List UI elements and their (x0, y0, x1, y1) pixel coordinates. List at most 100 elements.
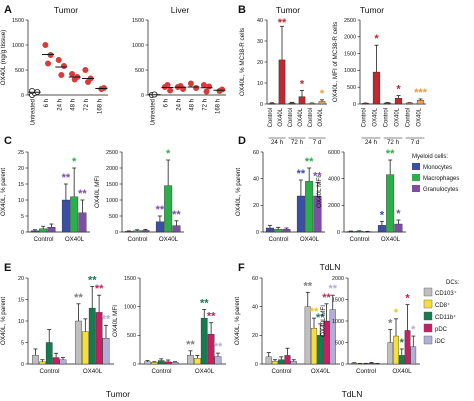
bar (70, 196, 79, 233)
significance-marker: ** (78, 188, 87, 200)
y-tick-label: 0 (353, 102, 356, 108)
x-tick-label: Control (34, 236, 54, 243)
x-tick-label: Control (268, 108, 274, 127)
bar (310, 327, 318, 365)
bar (278, 359, 285, 365)
bar (305, 181, 314, 233)
significance-marker: ** (310, 306, 319, 318)
y-tick-label: 2000 (106, 166, 118, 172)
legend-swatch-monocytes (412, 163, 420, 170)
bar (410, 346, 417, 365)
significance-marker: ** (62, 172, 71, 184)
x-tick-label: OX40L (300, 236, 320, 243)
bar (394, 98, 403, 105)
legend-swatch-cd8 (423, 299, 433, 309)
bar (416, 100, 425, 105)
y-tick-label: 30 (257, 39, 263, 45)
data-point (29, 88, 36, 95)
bar (30, 230, 39, 233)
x-tick-label: OX40L (298, 107, 304, 126)
x-tick-label: OX40L (373, 107, 379, 126)
panel-d-group-label: TdLN (320, 262, 341, 272)
panel-f-group-label: TdLN (342, 389, 363, 399)
data-point (206, 83, 213, 90)
x-tick-label: Control (152, 368, 172, 375)
x-tick-label: Control (362, 108, 368, 127)
significance-marker: * (374, 33, 379, 45)
y-tick-label: 2500 (344, 18, 356, 24)
significance-marker: * (166, 148, 171, 160)
x-tick-label: OX40L (159, 236, 179, 243)
y-axis-label: OX40L, MFI of MC38-R cells (332, 22, 339, 102)
y-tick-label: 20 (257, 60, 263, 66)
bar (372, 71, 381, 105)
x-tick-label: 48 h (71, 99, 77, 111)
y-tick-label: 0 (255, 362, 258, 368)
y-tick-label: 1000 (124, 304, 136, 310)
y-tick-label: 25 (18, 150, 24, 156)
y-axis-label: OX40L, % parent (0, 168, 7, 217)
panel-label-e: E (4, 262, 11, 274)
y-tick-label: 0 (115, 230, 118, 236)
y-tick-label: 1500 (332, 297, 344, 303)
significance-marker: * (72, 156, 77, 168)
bar (361, 103, 370, 105)
chart-b1: 0 10 20 30 40 OX40L, % MC38-R cells Control OX4… (239, 17, 327, 146)
bar (394, 223, 403, 233)
data-point (82, 67, 89, 74)
y-tick-label: 4000 (328, 176, 340, 182)
legend-swatch-macrophages (412, 174, 420, 181)
data-point (167, 87, 174, 94)
y-tick-label: 0 (341, 362, 344, 368)
panel-label-d: D (238, 135, 246, 147)
bar (265, 227, 274, 233)
y-tick-label: 0 (260, 102, 263, 108)
x-tick-label: Control (384, 108, 390, 127)
chart-c2: 0 500 1000 1500 2000 2500 OX40L MFI Control OX40… (94, 148, 184, 243)
bar (368, 362, 375, 365)
x-tick-label: OX40L (381, 236, 401, 243)
x-tick-label: Control (350, 236, 370, 243)
data-point (219, 86, 226, 93)
x-group-label: 7 d (313, 139, 322, 146)
x-tick-label: OX40L (311, 368, 331, 375)
bar (404, 330, 411, 365)
significance-marker: ** (297, 168, 306, 180)
y-axis-label: OX40L MFI (320, 305, 327, 337)
y-axis-label: OX40L, % parent (235, 168, 242, 217)
legend-swatch-idc (423, 335, 433, 345)
x-tick-label: OX40L (278, 107, 284, 126)
bar (398, 355, 405, 365)
bar (171, 362, 179, 365)
y-tick-label: 500 (347, 85, 356, 91)
y-tick-label: 500 (127, 333, 136, 339)
y-tick-label: 0 (256, 230, 259, 236)
significance-marker: ** (313, 171, 322, 183)
bar (274, 229, 283, 233)
bar (200, 317, 208, 365)
bar (133, 230, 142, 233)
y-tick-label: 1000 (344, 68, 356, 74)
bar (346, 231, 355, 233)
x-tick-label: 24 h (57, 99, 63, 111)
x-tick-label: 6 h (44, 99, 50, 107)
significance-marker: *** (414, 87, 428, 99)
y-tick-label: 10 (257, 81, 263, 87)
x-tick-label: 6 h (164, 99, 170, 107)
x-tick-label: Control (40, 368, 60, 375)
bar (187, 355, 194, 365)
y-tick-label: 20 (252, 333, 258, 339)
y-tick-label: 1500 (106, 182, 118, 188)
x-tick-label: Untreated (31, 99, 37, 125)
bar (88, 307, 96, 365)
y-tick-label: 0 (141, 93, 144, 99)
bar (157, 360, 165, 365)
bar (78, 212, 87, 233)
bar (282, 229, 291, 233)
y-tick-label: 60 (253, 150, 259, 156)
bar (298, 96, 306, 105)
